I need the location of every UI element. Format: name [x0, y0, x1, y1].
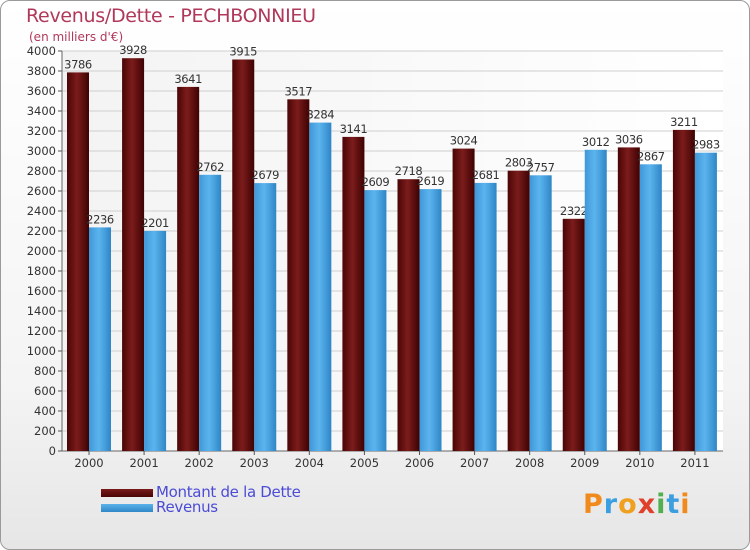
data-label-dette: 3024 [450, 134, 478, 148]
legend-swatch-revenus [101, 504, 153, 512]
data-label-revenus: 3284 [306, 108, 334, 122]
data-label-revenus: 2757 [527, 160, 555, 174]
bar-dette [342, 136, 365, 451]
data-label-revenus: 2201 [141, 216, 169, 230]
x-tick-label: 2000 [74, 456, 103, 470]
y-tick-label: 1800 [27, 264, 56, 278]
y-tick-label: 2800 [27, 164, 56, 178]
y-tick-label: 3400 [27, 104, 56, 118]
bar-dette [562, 218, 585, 451]
logo-letter: r [603, 489, 619, 520]
chart-title: Revenus/Dette - PECHBONNIEU [26, 5, 316, 27]
x-tick-label: 2004 [295, 456, 324, 470]
x-tick-label: 2008 [515, 456, 544, 470]
x-tick-label: 2001 [129, 456, 158, 470]
y-tick-label: 800 [34, 364, 56, 378]
data-label-dette: 2718 [395, 164, 423, 178]
bar-revenus [419, 189, 442, 451]
x-tick-label: 2005 [350, 456, 379, 470]
x-tick-label: 2007 [460, 456, 489, 470]
y-tick-label: 3800 [27, 64, 56, 78]
data-label-revenus: 2609 [362, 175, 390, 189]
bar-revenus [254, 183, 277, 451]
data-label-dette: 3928 [119, 43, 147, 57]
bar-revenus [144, 230, 167, 451]
y-tick-label: 3600 [27, 84, 56, 98]
proxiti-logo: Proxiti [583, 489, 691, 520]
x-tick-label: 2006 [405, 456, 434, 470]
legend-label-dette: Montant de la Dette [156, 483, 301, 501]
data-label-dette: 2803 [505, 156, 533, 170]
bar-dette [507, 170, 530, 451]
bar-dette [672, 129, 695, 451]
data-label-revenus: 2679 [251, 168, 279, 182]
y-tick-label: 0 [49, 444, 56, 458]
bar-revenus [309, 122, 332, 451]
x-tick-label: 2003 [240, 456, 269, 470]
data-label-revenus: 2867 [637, 149, 665, 163]
logo-letter: o [618, 489, 638, 520]
bar-revenus [694, 152, 717, 451]
data-label-dette: 3517 [284, 84, 312, 98]
bar-dette [287, 99, 310, 452]
bar-dette [452, 148, 475, 451]
data-label-dette: 3915 [229, 45, 257, 59]
logo-letter: P [583, 489, 604, 520]
bar-revenus [474, 182, 497, 451]
data-label-dette: 3211 [670, 115, 698, 129]
x-tick-label: 2002 [185, 456, 214, 470]
y-tick-label: 3000 [27, 144, 56, 158]
logo-letter: x [637, 489, 657, 520]
bar-revenus [89, 227, 111, 451]
data-label-dette: 3036 [615, 132, 643, 146]
logo-letter: i [680, 489, 691, 520]
y-tick-label: 200 [34, 424, 56, 438]
data-label-revenus: 2619 [417, 174, 445, 188]
y-tick-label: 400 [34, 404, 56, 418]
bar-revenus [364, 190, 387, 451]
data-label-revenus: 3012 [582, 135, 610, 149]
bar-dette [177, 86, 200, 452]
data-label-dette: 3786 [64, 57, 92, 71]
data-label-dette: 3141 [340, 122, 368, 136]
legend-swatch-dette [101, 489, 153, 497]
data-label-dette: 2322 [560, 204, 588, 218]
y-tick-label: 1600 [27, 284, 56, 298]
y-tick-label: 4000 [27, 44, 56, 58]
bar-revenus [199, 174, 222, 452]
bar-dette [617, 147, 640, 451]
data-label-revenus: 2236 [86, 212, 114, 226]
chart-subtitle: (en milliers d'€) [29, 30, 124, 44]
bar-dette [232, 59, 255, 451]
y-tick-label: 1400 [27, 304, 56, 318]
bar-revenus [529, 175, 552, 452]
data-label-revenus: 2762 [196, 160, 224, 174]
bar-dette [67, 72, 89, 452]
legend-label-revenus: Revenus [156, 498, 218, 516]
y-tick-label: 2600 [27, 184, 56, 198]
logo-letter: i [656, 489, 667, 520]
y-tick-label: 1200 [27, 324, 56, 338]
y-tick-label: 600 [34, 384, 56, 398]
logo-letter: t [666, 489, 681, 520]
x-tick-label: 2010 [625, 456, 654, 470]
data-label-revenus: 2983 [692, 138, 720, 152]
bar-revenus [639, 164, 662, 452]
x-tick-label: 2009 [570, 456, 599, 470]
bar-revenus [584, 149, 607, 452]
y-tick-label: 1000 [27, 344, 56, 358]
y-tick-label: 3200 [27, 124, 56, 138]
y-tick-label: 2000 [27, 244, 56, 258]
y-tick-label: 2200 [27, 224, 56, 238]
bar-dette [122, 58, 145, 451]
bar-dette [397, 179, 420, 451]
y-tick-label: 2400 [27, 204, 56, 218]
data-label-revenus: 2681 [472, 168, 500, 182]
x-tick-label: 2011 [680, 456, 709, 470]
data-label-dette: 3641 [174, 72, 202, 86]
